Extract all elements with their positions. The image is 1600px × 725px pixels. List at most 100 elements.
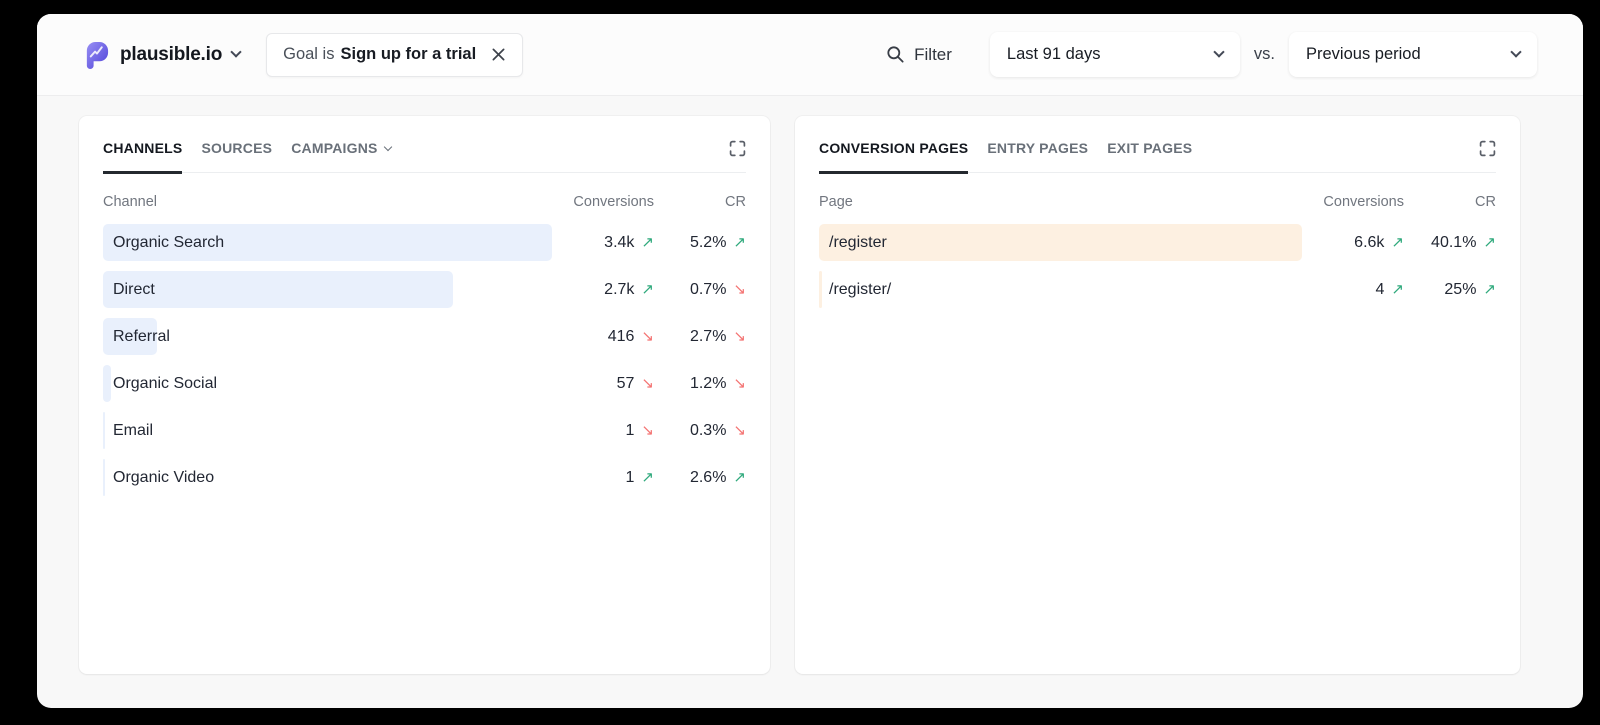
trend-arrow-icon: [733, 235, 746, 250]
content-area: CHANNELS SOURCES CAMPAIGNS: [37, 96, 1583, 674]
value-bar: [103, 318, 157, 355]
trend-arrow-icon: [1391, 282, 1404, 297]
close-icon[interactable]: [491, 47, 506, 62]
row-name-cell: /register/: [819, 271, 1302, 308]
table-row: Organic Video 1 2.6%: [103, 459, 746, 496]
table-row: /register/ 4 25%: [819, 271, 1496, 308]
pages-tabs: CONVERSION PAGES ENTRY PAGES EXIT PAGES: [819, 140, 1496, 174]
row-link[interactable]: Organic Search: [113, 233, 225, 251]
cr-value: 2.6%: [662, 469, 746, 487]
conversions-value: 4: [1318, 281, 1404, 299]
chevron-down-icon: [230, 46, 242, 58]
trend-arrow-icon: [733, 282, 746, 297]
trend-arrow-icon: [641, 329, 654, 344]
tab-campaigns[interactable]: CAMPAIGNS: [291, 140, 392, 174]
row-name-cell: Organic Search: [103, 224, 552, 261]
comparison-select[interactable]: Previous period: [1289, 32, 1537, 77]
conversions-value: 3.4k: [568, 234, 654, 252]
trend-arrow-icon: [1483, 282, 1496, 297]
conversions-value: 1: [568, 422, 654, 440]
comparison-value: Previous period: [1306, 45, 1421, 63]
row-name-cell: Organic Video: [103, 459, 552, 496]
pages-tabs-row: CONVERSION PAGES ENTRY PAGES EXIT PAGES: [819, 140, 1496, 174]
goal-filter-value: Sign up for a trial: [340, 45, 477, 63]
trend-arrow-icon: [733, 470, 746, 485]
trend-arrow-icon: [733, 376, 746, 391]
channels-tabs-row: CHANNELS SOURCES CAMPAIGNS: [103, 140, 746, 174]
value-bar: [103, 412, 106, 449]
cr-value: 0.3%: [662, 422, 746, 440]
table-row: /register 6.6k 40.1%: [819, 224, 1496, 261]
site-name: plausible.io: [120, 43, 223, 65]
column-header-conversions: Conversions: [573, 194, 654, 210]
chevron-down-icon: [383, 142, 392, 151]
row-link[interactable]: Referral: [113, 327, 170, 345]
channels-tabs: CHANNELS SOURCES CAMPAIGNS: [103, 140, 746, 174]
value-bar: [103, 365, 112, 402]
row-name-cell: Referral: [103, 318, 552, 355]
tab-conversion-pages[interactable]: CONVERSION PAGES: [819, 140, 969, 174]
table-row: Organic Search 3.4k 5.2%: [103, 224, 746, 261]
row-name-cell: Direct: [103, 271, 552, 308]
trend-arrow-icon: [733, 423, 746, 438]
row-link[interactable]: Email: [113, 421, 154, 439]
goal-filter-chip[interactable]: Goal is Sign up for a trial: [266, 32, 524, 77]
conversions-value: 416: [568, 328, 654, 346]
pages-panel: CONVERSION PAGES ENTRY PAGES EXIT PAGES: [795, 116, 1520, 674]
plausible-logo-icon: [86, 41, 109, 69]
goal-filter-prefix: Goal is: [283, 45, 335, 63]
value-bar: [103, 224, 552, 261]
row-name-cell: /register: [819, 224, 1302, 261]
cr-value: 1.2%: [662, 375, 746, 393]
trend-arrow-icon: [733, 329, 746, 344]
row-name-cell: Email: [103, 412, 552, 449]
tab-sources[interactable]: SOURCES: [201, 140, 272, 174]
column-header-conversions: Conversions: [1323, 194, 1404, 210]
trend-arrow-icon: [1391, 235, 1404, 250]
date-range-value: Last 91 days: [1006, 45, 1101, 63]
cr-value: 40.1%: [1412, 234, 1496, 252]
table-row: Referral 416 2.7%: [103, 318, 746, 355]
trend-arrow-icon: [641, 282, 654, 297]
row-link[interactable]: /register: [829, 233, 887, 251]
conversions-value: 2.7k: [568, 281, 654, 299]
trend-arrow-icon: [641, 376, 654, 391]
tab-entry-pages[interactable]: ENTRY PAGES: [987, 140, 1088, 174]
trend-arrow-icon: [641, 423, 654, 438]
chevron-down-icon: [1510, 46, 1522, 58]
filter-label: Filter: [914, 44, 952, 64]
conversions-value: 1: [568, 469, 654, 487]
chevron-down-icon: [1213, 46, 1225, 58]
channels-column-headers: Channel Conversions CR: [103, 194, 746, 210]
trend-arrow-icon: [641, 470, 654, 485]
column-header-cr: CR: [725, 194, 746, 210]
row-link[interactable]: Organic Social: [113, 374, 218, 392]
vs-label: vs.: [1253, 45, 1275, 63]
fullscreen-icon[interactable]: [729, 140, 746, 157]
dashboard: plausible.io Goal is Sign up for a trial…: [37, 14, 1583, 708]
channels-rows: Organic Search 3.4k 5.2% Direct 2.7k 0.7…: [103, 224, 746, 496]
column-header-cr: CR: [1475, 194, 1496, 210]
tab-label: CHANNELS: [103, 140, 183, 156]
value-bar: [103, 271, 454, 308]
conversions-value: 6.6k: [1318, 234, 1404, 252]
cr-value: 25%: [1412, 281, 1496, 299]
tab-exit-pages[interactable]: EXIT PAGES: [1107, 140, 1192, 174]
cr-value: 0.7%: [662, 281, 746, 299]
row-link[interactable]: Direct: [113, 280, 155, 298]
table-row: Email 1 0.3%: [103, 412, 746, 449]
tab-label: CAMPAIGNS: [291, 140, 378, 156]
cr-value: 2.7%: [662, 328, 746, 346]
date-range-select[interactable]: Last 91 days: [989, 32, 1240, 77]
value-bar: [819, 271, 822, 308]
row-name-cell: Organic Social: [103, 365, 552, 402]
row-link[interactable]: Organic Video: [113, 468, 215, 486]
site-switcher[interactable]: plausible.io: [83, 40, 242, 69]
row-link[interactable]: /register/: [829, 280, 892, 298]
tab-label: CONVERSION PAGES: [819, 140, 969, 156]
tab-label: ENTRY PAGES: [987, 140, 1089, 156]
filter-button[interactable]: Filter: [886, 45, 952, 65]
tab-channels[interactable]: CHANNELS: [103, 140, 183, 174]
fullscreen-icon[interactable]: [1479, 140, 1496, 157]
column-header-page: Page: [819, 194, 853, 210]
